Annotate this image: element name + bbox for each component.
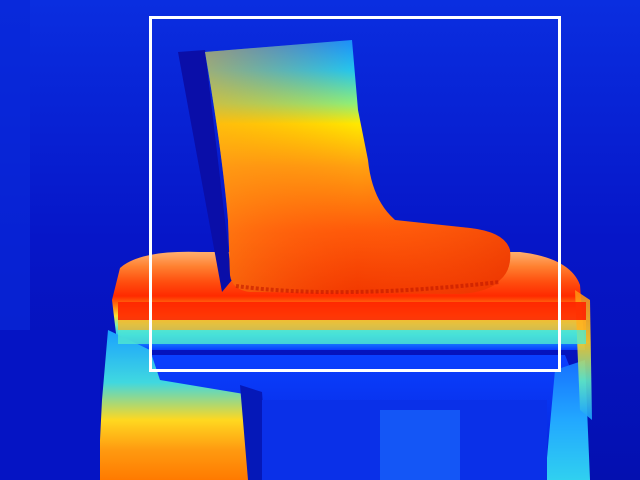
- wall-lower-left: [0, 330, 100, 480]
- boot-sole: [235, 280, 501, 295]
- boot-shading: [205, 40, 511, 294]
- table-front-edge: [118, 302, 586, 320]
- under-table-light: [380, 410, 460, 480]
- table-leg-gap: [240, 385, 268, 480]
- table-front-glow: [118, 320, 586, 330]
- table-leg-left: [98, 330, 262, 480]
- table-front-cyan: [118, 330, 586, 344]
- boot-shadow: [178, 50, 232, 292]
- table-leg-right: [545, 360, 590, 480]
- bounding-box: [149, 16, 561, 372]
